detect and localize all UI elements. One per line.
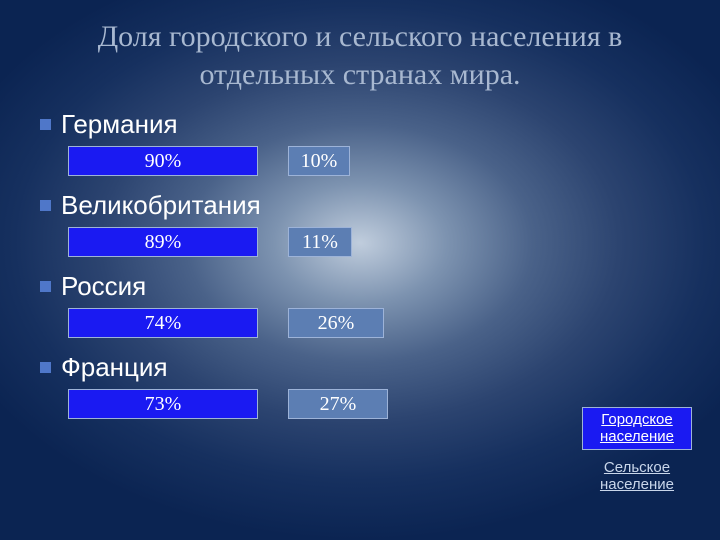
urban-bar: 89% (68, 227, 258, 257)
rural-value: 26 (318, 312, 338, 335)
country-row: Россия 74% 26% (40, 271, 680, 338)
rural-bar: 26% (288, 308, 384, 338)
legend-rural: Сельское население (582, 456, 692, 497)
country-heading: Россия (40, 271, 680, 302)
country-heading: Франция (40, 352, 680, 383)
urban-bar: 74% (68, 308, 258, 338)
urban-bar: 73% (68, 389, 258, 419)
bar-pair: 89% 11% (40, 227, 680, 257)
urban-value: 90 (145, 150, 165, 173)
urban-value: 74 (145, 312, 165, 335)
bullet-icon (40, 200, 51, 211)
rural-value: 10 (301, 150, 321, 173)
rural-bar: 11% (288, 227, 352, 257)
urban-value: 73 (145, 393, 165, 416)
country-name: Россия (61, 271, 146, 302)
country-name: Германия (61, 109, 178, 140)
bar-pair: 90% 10% (40, 146, 680, 176)
country-name: Франция (61, 352, 168, 383)
bullet-icon (40, 119, 51, 130)
bullet-icon (40, 362, 51, 373)
country-row: Германия 90% 10% (40, 109, 680, 176)
country-heading: Германия (40, 109, 680, 140)
urban-value: 89 (145, 231, 165, 254)
urban-bar: 90% (68, 146, 258, 176)
rural-value: 11 (302, 231, 321, 254)
chart-rows: Германия 90% 10% Великобритания 89% 11% … (40, 109, 680, 419)
bar-pair: 74% 26% (40, 308, 680, 338)
legend-urban: Городское население (582, 407, 692, 450)
rural-bar: 10% (288, 146, 350, 176)
bullet-icon (40, 281, 51, 292)
country-heading: Великобритания (40, 190, 680, 221)
legend: Городское население Сельское население (582, 407, 692, 502)
slide: Доля городского и сельского населения в … (0, 0, 720, 540)
rural-bar: 27% (288, 389, 388, 419)
country-name: Великобритания (61, 190, 261, 221)
rural-value: 27 (320, 393, 340, 416)
slide-title: Доля городского и сельского населения в … (40, 18, 680, 93)
country-row: Великобритания 89% 11% (40, 190, 680, 257)
